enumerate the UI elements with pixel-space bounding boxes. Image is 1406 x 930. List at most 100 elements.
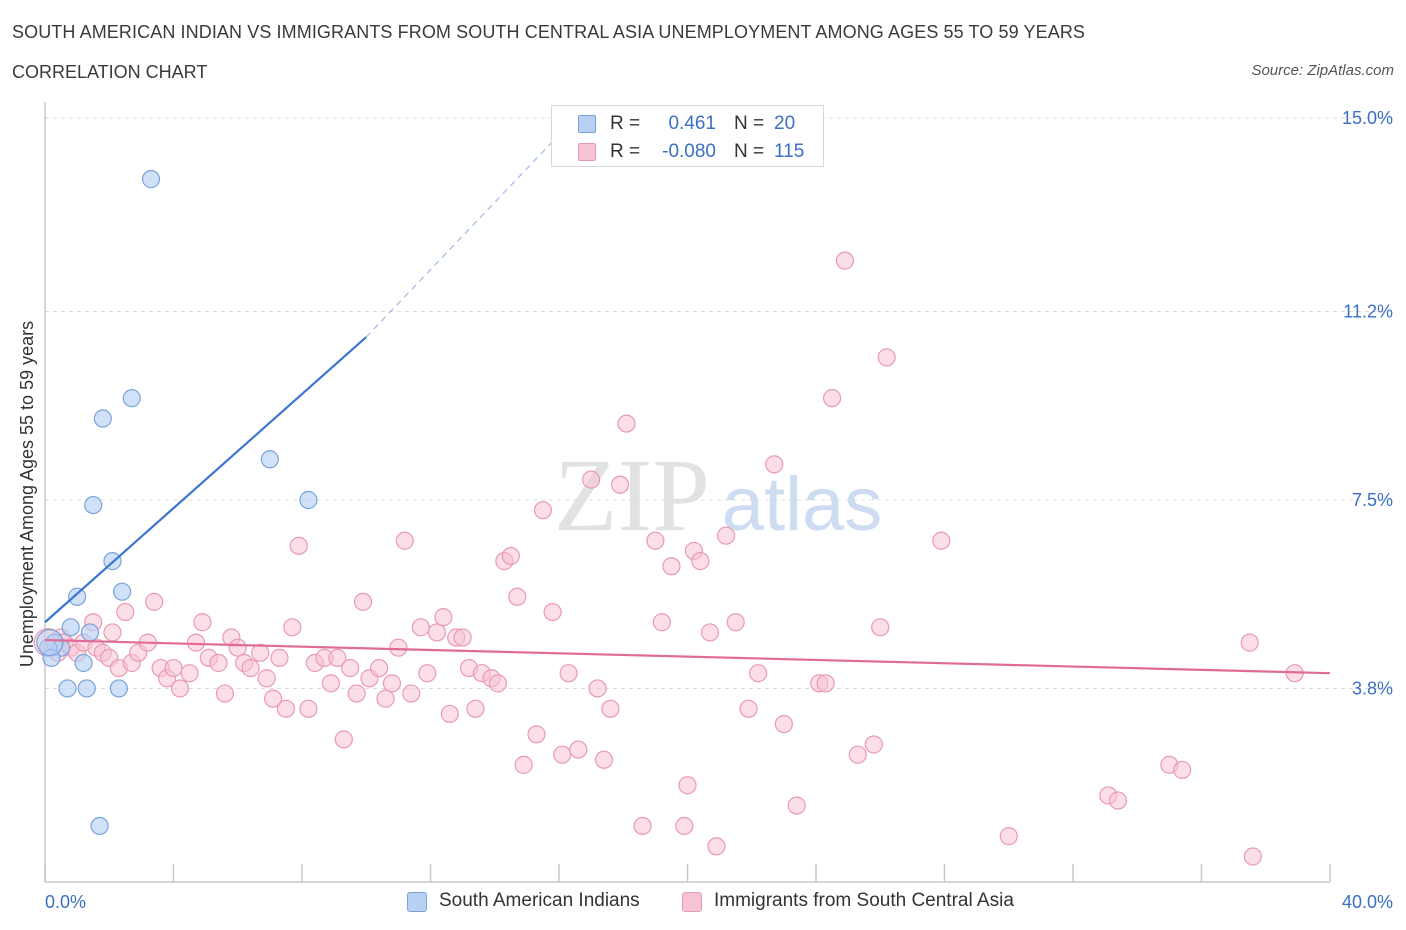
data-point-immigrants — [633, 816, 652, 836]
data-point-immigrants — [932, 531, 951, 550]
data-point-immigrants — [257, 669, 276, 688]
stats-legend-row-blue: R = 0.461 N = 20 — [552, 110, 823, 138]
data-point-immigrants — [646, 531, 665, 550]
data-point-south-american-indians — [77, 679, 96, 698]
r-value: -0.080 — [662, 141, 716, 162]
data-point-immigrants — [822, 389, 842, 408]
data-point-immigrants — [251, 643, 270, 662]
data-point-immigrants — [395, 531, 414, 550]
watermark: ZIP atlas — [554, 438, 882, 553]
data-point-immigrants — [816, 674, 835, 693]
n-value: 20 — [774, 113, 796, 134]
data-point-immigrants — [347, 684, 366, 703]
data-point-immigrants — [835, 251, 855, 270]
data-point-south-american-indians — [84, 495, 103, 515]
chart-subtitle: CORRELATION CHART — [12, 62, 208, 82]
data-point-immigrants — [1173, 760, 1192, 780]
watermark-atlas: atlas — [722, 462, 883, 547]
blue-swatch — [407, 892, 427, 912]
data-point-immigrants — [389, 638, 408, 657]
data-point-immigrants — [1243, 847, 1263, 866]
data-point-south-american-indians — [80, 623, 100, 642]
n-label: N = — [734, 113, 765, 134]
data-point-immigrants — [675, 816, 694, 836]
data-point-immigrants — [582, 470, 601, 489]
legend-label: South American Indians — [439, 890, 640, 911]
data-point-immigrants — [594, 750, 614, 769]
legend-label: Immigrants from South Central Asia — [714, 890, 1014, 911]
data-point-immigrants — [501, 546, 520, 566]
data-point-immigrants — [553, 745, 572, 764]
data-point-immigrants — [739, 699, 758, 718]
data-point-immigrants — [508, 587, 527, 606]
data-point-immigrants — [370, 658, 389, 678]
data-point-immigrants — [765, 455, 784, 474]
data-point-immigrants — [569, 740, 588, 759]
data-point-immigrants — [341, 658, 360, 678]
data-point-immigrants — [299, 699, 318, 718]
y-tick-label: 7.5% — [1352, 490, 1393, 510]
data-point-immigrants — [601, 699, 620, 718]
y-tick-label: 11.2% — [1343, 302, 1393, 322]
data-point-immigrants — [289, 536, 308, 555]
data-point-immigrants — [1108, 791, 1128, 810]
data-point-immigrants — [999, 827, 1018, 846]
r-label: R = — [610, 113, 641, 134]
data-point-immigrants — [514, 755, 533, 774]
data-point-immigrants — [376, 689, 395, 708]
data-point-immigrants — [193, 613, 212, 632]
data-point-immigrants — [283, 618, 302, 637]
data-point-immigrants — [209, 653, 228, 673]
n-label: N = — [734, 141, 765, 162]
data-point-immigrants — [427, 623, 447, 642]
trend-line-immigrants — [44, 638, 1331, 675]
x-tick-label: 40.0% — [1342, 892, 1393, 912]
data-point-immigrants — [103, 623, 122, 642]
data-point-immigrants — [270, 648, 289, 667]
data-point-immigrants — [700, 623, 720, 642]
data-point-immigrants — [434, 608, 453, 627]
data-point-immigrants — [228, 638, 247, 657]
data-point-south-american-indians — [112, 582, 132, 601]
data-point-immigrants — [276, 699, 296, 718]
trend-line-south-american-indians — [44, 336, 367, 624]
data-point-immigrants — [652, 613, 671, 632]
data-point-immigrants — [418, 664, 437, 683]
data-point-immigrants — [617, 414, 636, 433]
r-value: 0.461 — [668, 113, 716, 134]
data-point-immigrants — [877, 348, 896, 367]
data-point-south-american-indians — [68, 587, 87, 606]
data-point-immigrants — [402, 684, 421, 703]
data-point-immigrants — [749, 664, 768, 683]
data-point-south-american-indians — [109, 679, 128, 698]
data-point-immigrants — [145, 592, 164, 611]
x-tick-label: 0.0% — [45, 892, 86, 912]
data-point-immigrants — [334, 730, 353, 749]
data-point-immigrants — [662, 557, 681, 576]
data-point-immigrants — [559, 664, 578, 683]
data-point-immigrants — [610, 475, 630, 494]
data-point-immigrants — [411, 618, 430, 637]
pink-swatch — [682, 892, 702, 912]
data-point-south-american-indians — [141, 170, 161, 189]
y-axis-title: Unemployment Among Ages 55 to 59 years — [17, 321, 37, 667]
source-credit: Source: ZipAtlas.com — [1251, 62, 1394, 79]
data-point-immigrants — [186, 633, 206, 652]
data-point-immigrants — [1240, 633, 1259, 652]
y-tick-label: 3.8% — [1352, 678, 1393, 698]
data-point-immigrants — [170, 679, 190, 698]
data-point-immigrants — [533, 501, 553, 520]
data-point-south-american-indians — [58, 679, 77, 698]
y-tick-label: 15.0% — [1342, 108, 1393, 128]
data-point-immigrants — [453, 628, 472, 647]
data-point-south-american-indians — [122, 389, 141, 408]
stats-legend-row-pink: R = -0.080 N = 115 — [552, 138, 823, 166]
data-point-immigrants — [678, 776, 697, 795]
data-point-south-american-indians — [90, 816, 109, 836]
watermark-zip: ZIP — [554, 438, 710, 553]
data-point-immigrants — [488, 674, 508, 693]
data-point-south-american-indians — [93, 409, 112, 428]
data-point-immigrants — [848, 745, 867, 764]
data-point-immigrants — [466, 699, 485, 718]
